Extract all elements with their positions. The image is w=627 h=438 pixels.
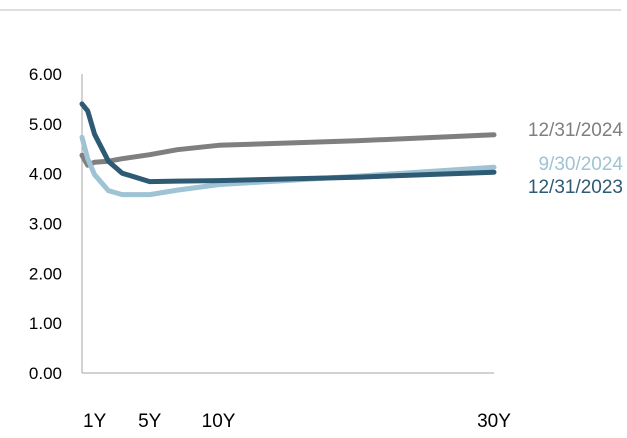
series-label: 12/31/2023: [528, 177, 623, 198]
y-axis-tick-labels: 0.00 1.00 2.00 3.00 4.00 5.00 6.00: [29, 65, 62, 383]
y-tick-label: 1.00: [29, 314, 62, 333]
y-tick-label: 6.00: [29, 65, 62, 84]
x-axis-tick-labels: 1Y 5Y 10Y 30Y: [83, 411, 511, 432]
x-tick-label: 1Y: [83, 411, 107, 432]
series-lines: [79, 101, 497, 198]
series-label: 9/30/2024: [538, 154, 623, 175]
x-tick-label: 30Y: [477, 411, 511, 432]
series-label: 12/31/2024: [528, 120, 624, 141]
y-tick-label: 5.00: [29, 115, 62, 134]
x-tick-label: 10Y: [202, 411, 236, 432]
y-tick-label: 0.00: [29, 364, 62, 383]
series-line: [79, 101, 497, 185]
series-line: [79, 134, 497, 198]
series-line: [79, 132, 497, 168]
x-tick-label: 5Y: [138, 411, 162, 432]
y-tick-label: 2.00: [29, 264, 62, 283]
y-tick-label: 4.00: [29, 165, 62, 184]
y-tick-label: 3.00: [29, 215, 62, 234]
